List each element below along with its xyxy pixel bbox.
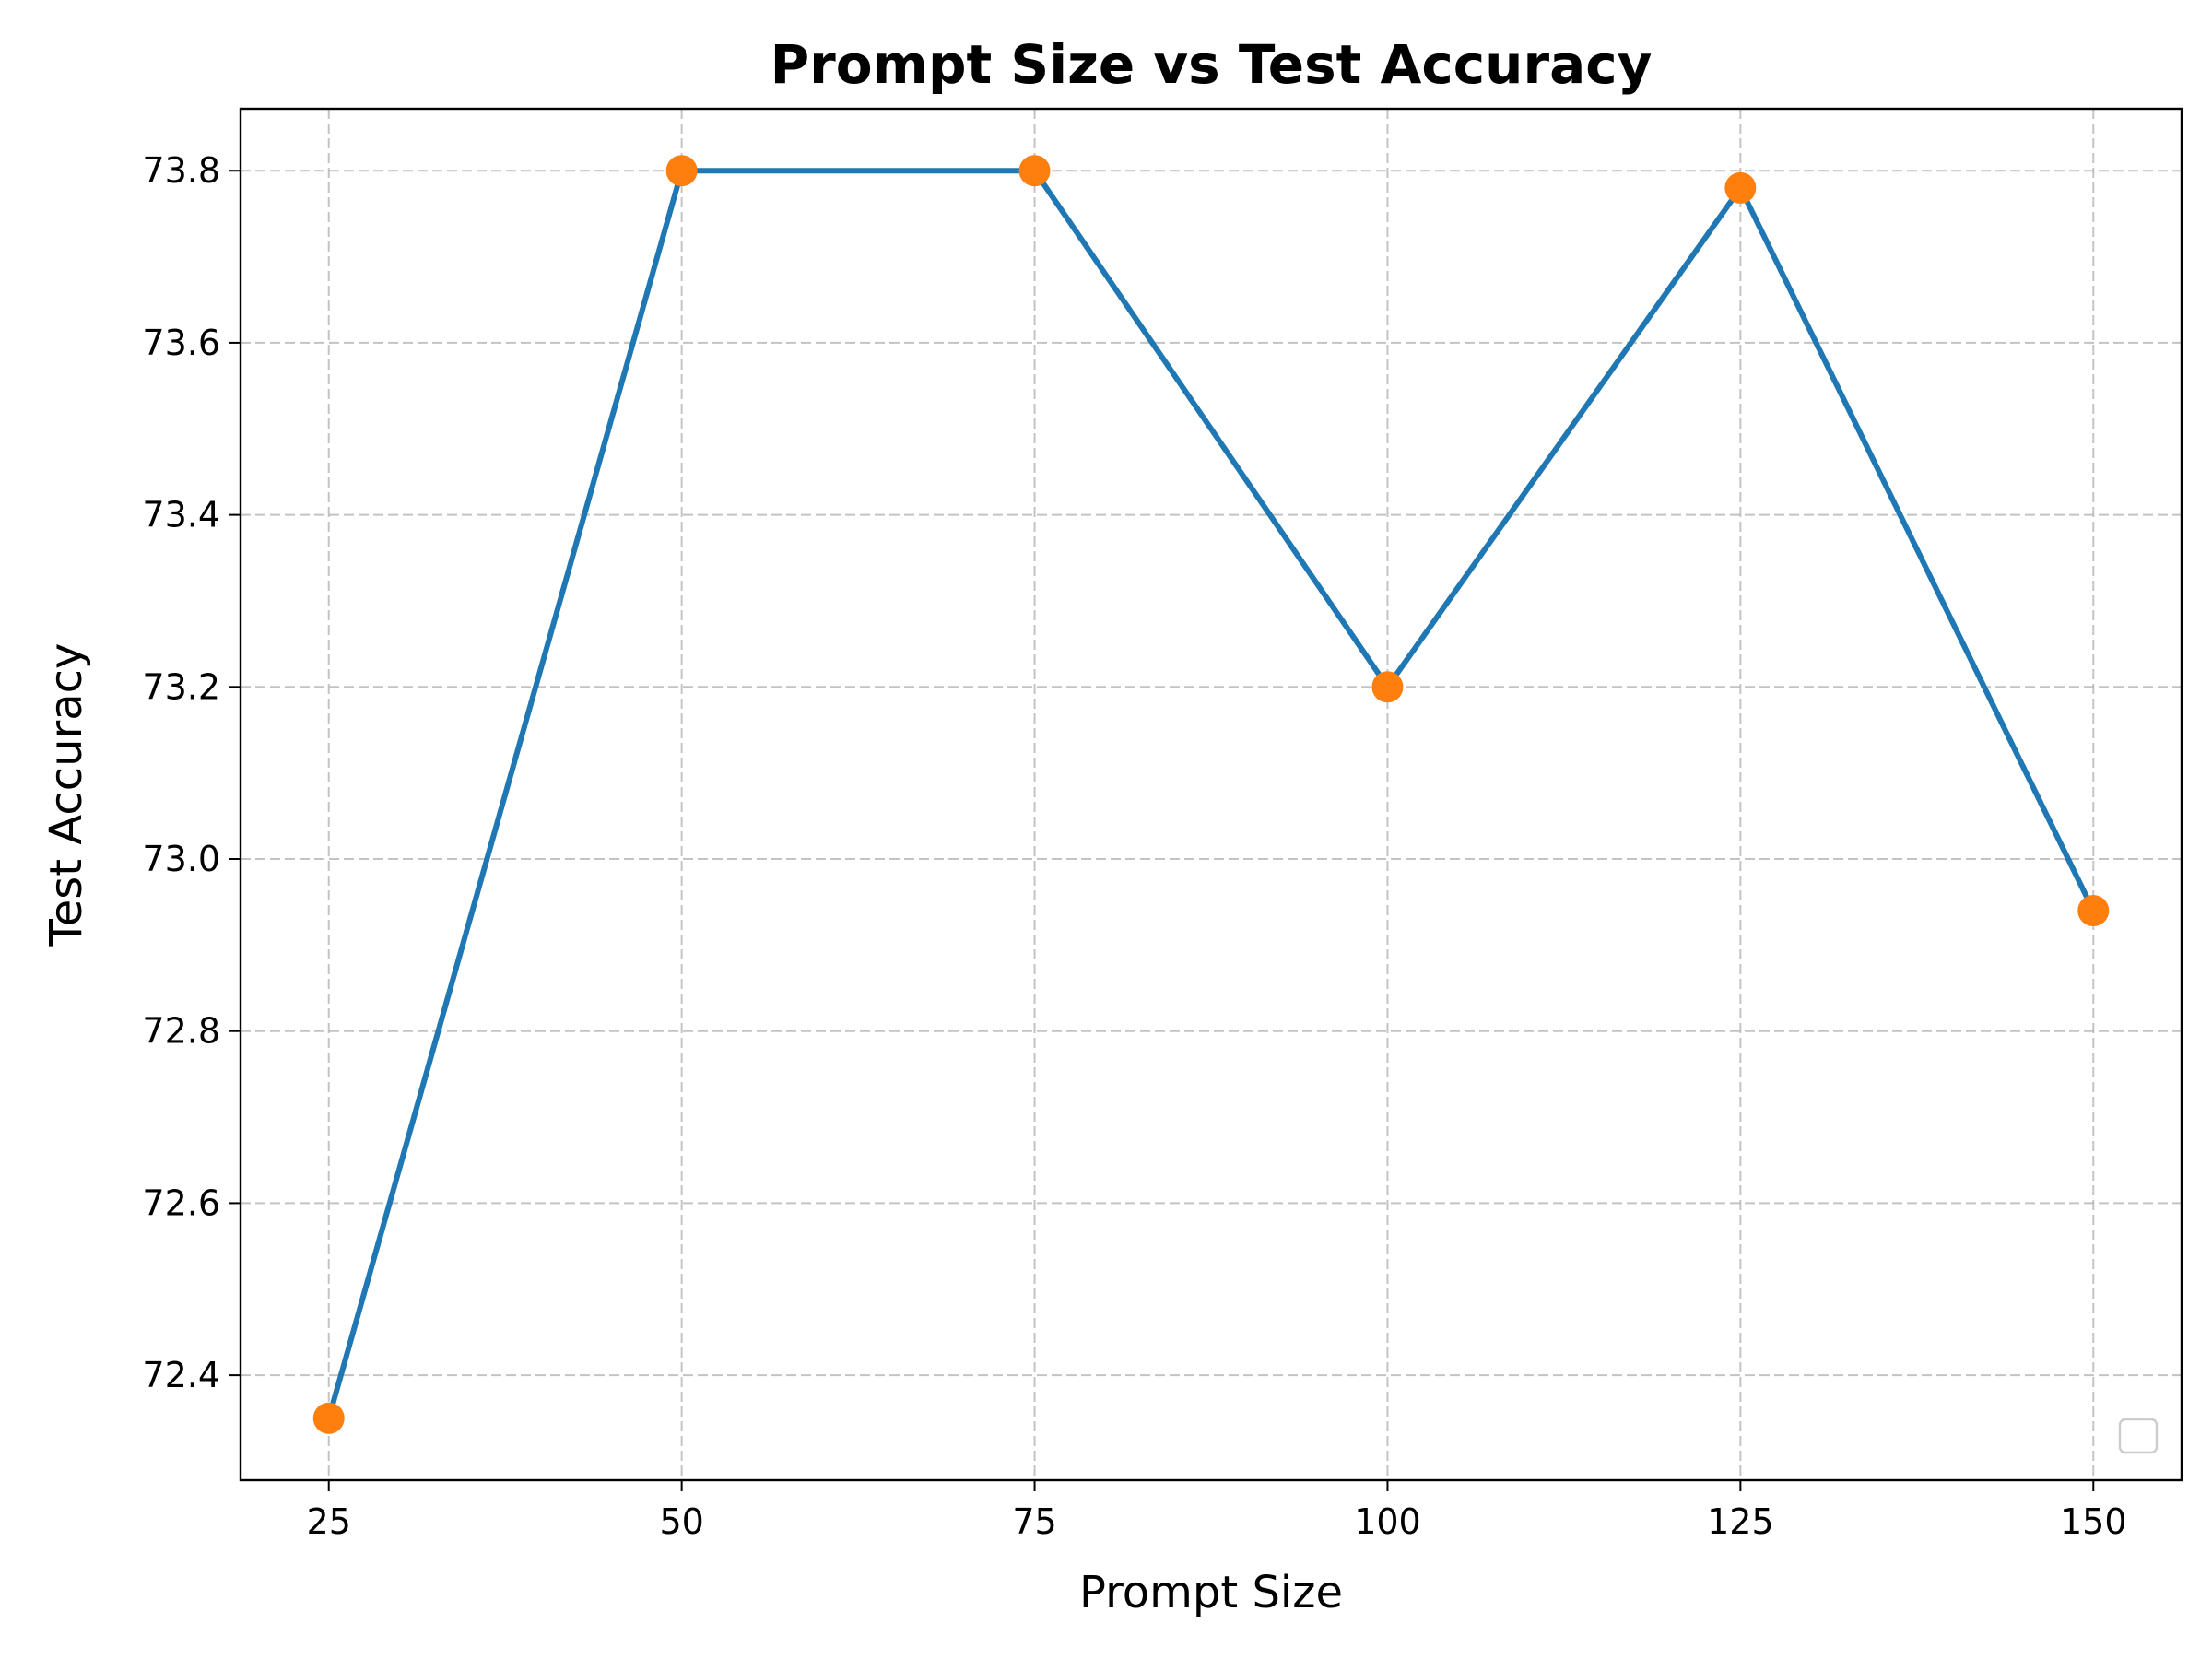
x-tick-label: 100: [1354, 1501, 1421, 1542]
data-point: [312, 1402, 345, 1434]
y-tick-label: 73.6: [142, 323, 220, 363]
x-tick-label: 125: [1707, 1501, 1774, 1542]
y-axis-ticks: 72.4 72.6 72.8 73.0 73.2 73.4 73.6 73.8: [142, 150, 241, 1395]
legend-box: [2118, 1418, 2159, 1454]
series-line: [325, 168, 2096, 1419]
y-tick-label: 73.8: [142, 150, 220, 191]
x-axis-label: Prompt Size: [1079, 1567, 1343, 1618]
y-tick-label: 72.6: [142, 1182, 220, 1223]
plot-frame: [239, 107, 2183, 1482]
x-axis-ticks: 25 50 75 100 125 150: [307, 1480, 2127, 1542]
data-point: [2077, 895, 2110, 927]
data-points: [312, 155, 2110, 1434]
chart-title: Prompt Size vs Test Accuracy: [771, 33, 1653, 96]
y-tick-label: 72.4: [142, 1355, 220, 1395]
y-tick-label: 73.2: [142, 666, 220, 707]
data-point: [1018, 155, 1051, 187]
y-tick-label: 73.0: [142, 839, 220, 879]
x-tick-label: 25: [307, 1501, 351, 1542]
y-tick-label: 73.4: [142, 495, 220, 535]
y-axis-label: Test Accuracy: [41, 643, 92, 947]
data-point: [1724, 171, 1757, 204]
grid: [241, 109, 2182, 1480]
data-point: [665, 155, 698, 187]
y-tick-label: 72.8: [142, 1011, 220, 1052]
data-point: [1371, 671, 1404, 703]
x-tick-label: 150: [2060, 1501, 2127, 1542]
x-tick-label: 50: [659, 1501, 703, 1542]
x-tick-label: 75: [1012, 1501, 1056, 1542]
